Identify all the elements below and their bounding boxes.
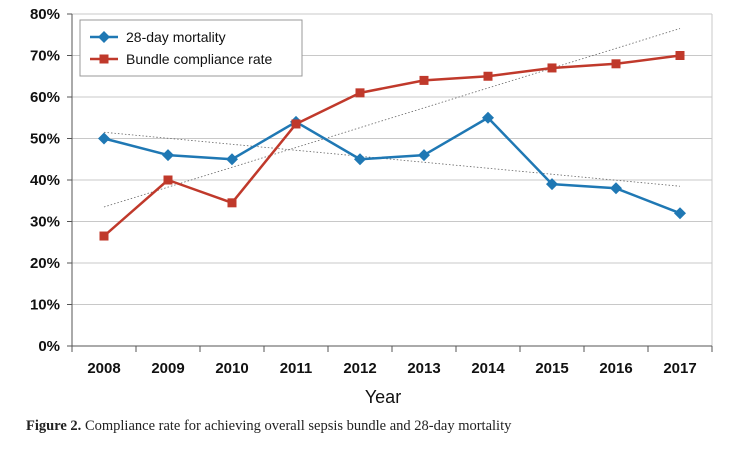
- x-tick-label: 2010: [215, 360, 248, 377]
- data-point: [227, 198, 237, 208]
- series-group: [98, 51, 686, 241]
- legend: 28-day mortality Bundle compliance rate: [79, 19, 303, 77]
- data-point: [546, 178, 558, 191]
- caption-label: Figure 2.: [26, 418, 82, 434]
- legend-label: Bundle compliance rate: [126, 51, 273, 67]
- trendlines: [103, 28, 681, 208]
- y-tick-label: 70%: [30, 48, 60, 65]
- data-point: [418, 149, 430, 162]
- data-point: [547, 63, 557, 73]
- series-line: [103, 54, 681, 237]
- x-tick-label: 2008: [87, 360, 120, 377]
- data-point: [675, 51, 685, 60]
- x-axis-title: Year: [365, 387, 401, 407]
- series-28-day-mortality: [98, 111, 686, 220]
- x-tick-label: 2015: [535, 360, 568, 377]
- x-tick-labels: 2008 2009 2010 2011 2012 2013 2014 2015 2016 2017: [71, 346, 713, 377]
- y-tick-label: 40%: [30, 172, 60, 189]
- y-tick-label: 60%: [30, 89, 60, 106]
- x-tick-label: 2012: [343, 360, 376, 377]
- y-tick-label: 0%: [38, 338, 60, 355]
- data-point: [611, 59, 621, 69]
- data-point: [98, 132, 110, 145]
- series-line: [103, 116, 681, 215]
- legend-marker: [98, 31, 110, 43]
- y-tick-label: 20%: [30, 255, 60, 272]
- data-point: [674, 207, 686, 220]
- y-tick-label: 50%: [30, 131, 60, 148]
- figure-caption: Figure 2. Compliance rate for achieving …: [26, 418, 726, 442]
- x-tick-label: 2011: [280, 360, 313, 377]
- data-point: [162, 149, 174, 162]
- series-bundle-compliance-rate: [99, 51, 685, 241]
- data-point: [419, 75, 429, 85]
- data-point: [291, 119, 301, 129]
- trendline-bundle-compliance-rate: [103, 28, 681, 208]
- y-tick-label: 10%: [30, 297, 60, 314]
- data-point: [355, 88, 365, 98]
- x-tick-label: 2014: [471, 360, 505, 377]
- x-tick-label: 2009: [151, 360, 184, 377]
- x-tick-label: 2016: [599, 360, 632, 377]
- data-point: [163, 175, 173, 185]
- data-point: [483, 71, 493, 81]
- legend-marker: [99, 54, 109, 64]
- chart: 0%10%20%30%40%50%60%70%80% 2008 2009 2010 2…: [30, 6, 713, 407]
- x-tick-label: 2017: [663, 360, 696, 377]
- data-point: [354, 153, 366, 166]
- y-tick-label: 80%: [30, 6, 60, 23]
- caption-text: Compliance rate for achieving overall se…: [81, 418, 512, 434]
- trendline-28-day-mortality: [103, 131, 681, 187]
- x-tick-label: 2013: [407, 360, 440, 377]
- data-point: [226, 153, 238, 166]
- legend-box: [79, 19, 303, 77]
- y-tick-label: 30%: [30, 214, 60, 231]
- data-point: [99, 231, 109, 241]
- data-point: [482, 111, 494, 124]
- data-point: [610, 182, 622, 195]
- y-tick-labels: 0% 10% 20% 30% 40% 50% 60% 70% 80%: [30, 6, 72, 355]
- legend-label: 28-day mortality: [126, 29, 226, 45]
